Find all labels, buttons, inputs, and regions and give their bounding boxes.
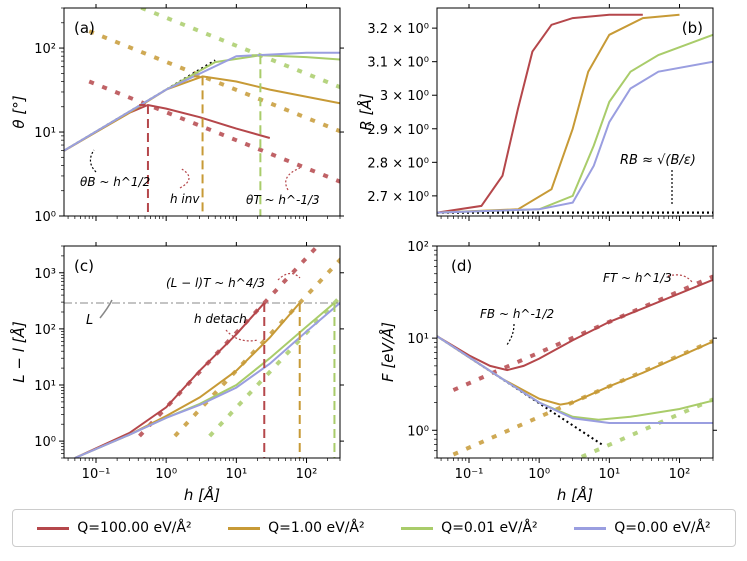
y-tick-label: 10¹ bbox=[34, 379, 56, 394]
annotation-h-detach: h detach bbox=[194, 312, 247, 326]
legend-swatch bbox=[401, 526, 434, 530]
F-T-asymptote bbox=[574, 397, 713, 458]
legend-label: Q=0.01 eV/Å² bbox=[441, 520, 538, 536]
y-tick-label: 10¹ bbox=[407, 332, 429, 347]
annotation-h-inv: h inv bbox=[170, 192, 200, 206]
arrow-theta-B bbox=[89, 149, 97, 173]
panel-label: (d) bbox=[451, 257, 472, 275]
arrow-theta-T bbox=[285, 167, 301, 191]
annotation-theta-B: θB ~ h^1/2 bbox=[80, 175, 150, 189]
y-tick-label: 10² bbox=[34, 323, 56, 338]
theta-T-asymptote bbox=[88, 29, 340, 134]
y-tick-label: 10³ bbox=[34, 267, 56, 282]
series-line-Q=1.00 bbox=[437, 13, 680, 214]
series-line-Q=0.01 bbox=[437, 33, 713, 214]
legend-swatch bbox=[228, 526, 261, 530]
legend: Q=100.00 eV/Å² Q=1.00 eV/Å² Q=0.01 eV/Å²… bbox=[12, 509, 736, 547]
series-line-Q=100.00 bbox=[437, 13, 643, 214]
x-tick-label: 10⁰ bbox=[528, 467, 550, 482]
series-line-Q=1.00 bbox=[74, 302, 301, 458]
y-tick-label: 10⁰ bbox=[34, 210, 56, 225]
panel-b-plot bbox=[437, 13, 713, 214]
series-line-Q=100.00 bbox=[64, 103, 271, 152]
series-line-Q=0.00 bbox=[437, 335, 713, 424]
panel-d-plot bbox=[437, 274, 713, 458]
legend-item-q001: Q=0.01 eV/Å² bbox=[401, 520, 538, 536]
series-line-Q=0.00 bbox=[64, 51, 340, 152]
panel-label: (c) bbox=[74, 257, 94, 275]
y-tick-label: 10⁰ bbox=[34, 435, 56, 450]
arrow-F-T bbox=[667, 274, 693, 283]
theta-T-asymptote bbox=[136, 8, 340, 89]
axes-frame bbox=[63, 245, 341, 459]
panel-c-plot bbox=[64, 246, 340, 458]
x-tick-label: 10⁰ bbox=[155, 467, 177, 482]
L-l-T-asymptote bbox=[173, 257, 340, 438]
y-axis-label: F [eV/Å] bbox=[378, 322, 397, 382]
legend-swatch bbox=[37, 526, 70, 530]
legend-item-q0: Q=0.00 eV/Å² bbox=[574, 520, 711, 536]
axes-frame bbox=[436, 7, 714, 217]
series-line-Q=100.00 bbox=[437, 278, 713, 372]
annotation-theta-T: θT ~ h^-1/3 bbox=[246, 193, 320, 207]
y-axis-label: R [Å] bbox=[356, 93, 375, 130]
L-l-T-asymptote bbox=[138, 246, 321, 438]
axes-frame bbox=[63, 7, 341, 217]
series-line-Q=0.01 bbox=[437, 335, 713, 421]
y-axis-label: θ [°] bbox=[10, 95, 28, 128]
legend-item-q1: Q=1.00 eV/Å² bbox=[228, 520, 365, 536]
legend-item-q100: Q=100.00 eV/Å² bbox=[37, 520, 192, 536]
annotation-L-l-T: (L − l)T ~ h^4/3 bbox=[166, 276, 265, 290]
annotation-F-B: FB ~ h^-1/2 bbox=[480, 307, 554, 321]
y-tick-label: 10² bbox=[34, 42, 56, 57]
panel-label: (a) bbox=[74, 19, 95, 37]
theta-T-asymptote bbox=[88, 79, 340, 184]
x-tick-label: 10¹ bbox=[225, 467, 247, 482]
y-tick-label: 3.2 × 10⁰ bbox=[367, 22, 429, 37]
arrow-h-inv bbox=[179, 167, 190, 189]
y-tick-label: 2.8 × 10⁰ bbox=[367, 156, 429, 171]
x-tick-label: 10⁻¹ bbox=[455, 467, 484, 482]
y-tick-label: 2.9 × 10⁰ bbox=[367, 123, 429, 138]
arrow-L-l-T bbox=[277, 272, 301, 281]
series-line-Q=0.00 bbox=[437, 60, 713, 214]
legend-label: Q=1.00 eV/Å² bbox=[268, 520, 365, 536]
F-T-asymptote bbox=[452, 274, 713, 392]
y-tick-label: 2.7 × 10⁰ bbox=[367, 190, 429, 205]
y-tick-label: 3 × 10⁰ bbox=[380, 89, 429, 104]
panel-label: (b) bbox=[682, 19, 703, 37]
series-line-Q=100.00 bbox=[74, 302, 266, 458]
x-tick-label: 10² bbox=[296, 467, 318, 482]
x-tick-label: 10² bbox=[669, 467, 691, 482]
legend-label: Q=100.00 eV/Å² bbox=[77, 520, 192, 536]
y-tick-label: 3.1 × 10⁰ bbox=[367, 56, 429, 71]
figure: 10⁰ 10¹ 10² (a) θ [°] θB ~ h^1/2 h inv θT ~ h^-… bbox=[9, 4, 717, 504]
arrow-h-detach bbox=[225, 329, 259, 342]
annotation-R-B: RB ≈ √(B/ε) bbox=[620, 153, 696, 168]
x-axis-label: h [Å] bbox=[557, 485, 593, 504]
legend-swatch bbox=[574, 526, 607, 530]
x-tick-label: 10¹ bbox=[598, 467, 620, 482]
legend-label: Q=0.00 eV/Å² bbox=[614, 520, 711, 536]
y-axis-label: L − l [Å] bbox=[9, 321, 28, 383]
series-line-Q=0.01 bbox=[74, 302, 336, 458]
x-tick-label: 10⁻¹ bbox=[82, 467, 111, 482]
y-tick-label: 10¹ bbox=[34, 126, 56, 141]
arrow-F-B bbox=[505, 323, 515, 347]
series-line-Q=1.00 bbox=[437, 335, 713, 406]
F-B-asymptote bbox=[437, 335, 604, 446]
y-tick-label: 10² bbox=[407, 240, 429, 255]
annotation-F-T: FT ~ h^1/3 bbox=[603, 271, 672, 285]
x-axis-label: h [Å] bbox=[184, 485, 220, 504]
axes-frame bbox=[436, 245, 714, 459]
panel-a-plot bbox=[64, 8, 340, 216]
y-tick-label: 10⁰ bbox=[407, 424, 429, 439]
annotation-L: L bbox=[86, 313, 93, 328]
arrow-L bbox=[99, 299, 113, 319]
